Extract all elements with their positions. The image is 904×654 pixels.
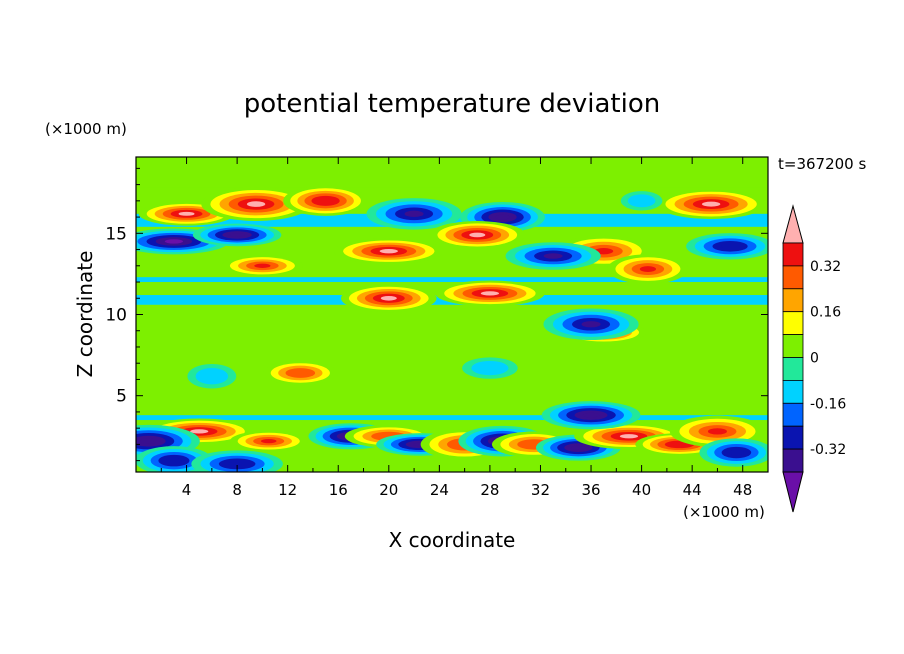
- colorbar-tick-label: 0.32: [810, 259, 841, 275]
- anomaly-contour: [164, 239, 184, 244]
- y-axis: 5 10 15: [105, 167, 768, 462]
- colorbar-segment: [782, 379, 804, 404]
- x-tick-label: 16: [329, 481, 348, 499]
- anomaly-contour: [254, 263, 271, 268]
- anomaly-contour: [227, 461, 247, 467]
- anomaly-contour: [246, 201, 266, 207]
- colorbar-segment: [782, 311, 804, 336]
- colorbar-segment: [782, 288, 804, 313]
- colorbar-tick-label: 0: [810, 351, 819, 367]
- anomaly-contour: [404, 210, 424, 217]
- colorbar-top-arrow: [782, 204, 804, 244]
- colorbar-segment: [782, 448, 804, 473]
- anomaly-contour: [260, 439, 277, 444]
- field-band: [136, 277, 768, 283]
- colorbar-segment: [782, 242, 804, 267]
- anomaly-contour: [469, 232, 486, 238]
- anomaly-contour: [634, 197, 649, 205]
- x-tick-label: 40: [632, 481, 651, 499]
- x-tick-label: 36: [581, 481, 600, 499]
- y-tick-label: 10: [105, 306, 127, 326]
- x-tick-label: 20: [379, 481, 398, 499]
- colorbar-bottom-arrow: [782, 471, 804, 513]
- anomaly-contour: [229, 233, 245, 237]
- anomaly-contour: [543, 253, 563, 259]
- anomaly-contour: [166, 457, 182, 464]
- anomaly-contour: [581, 321, 601, 328]
- x-axis: 4 8 12 16 20 24 28 32 36 40 44 48: [160, 157, 752, 499]
- x-tick-label: 12: [278, 481, 297, 499]
- anomaly-contour: [639, 266, 657, 272]
- x-tick-label: 44: [683, 481, 702, 499]
- anomaly-contour: [729, 449, 744, 456]
- field-band: [136, 171, 768, 188]
- x-tick-label: 4: [182, 481, 192, 499]
- anomaly-contour: [178, 211, 195, 216]
- colorbar-segment: [782, 425, 804, 450]
- anomaly-contour: [190, 429, 209, 434]
- anomaly-contour: [701, 201, 721, 207]
- anomaly-contour: [571, 445, 586, 450]
- colorbar-segment: [782, 265, 804, 290]
- anomaly-contour: [582, 412, 600, 418]
- anomaly-contour: [140, 438, 158, 444]
- x-tick-label: 24: [430, 481, 449, 499]
- colorbar-tick-label: -0.16: [810, 396, 846, 412]
- x-tick-label: 32: [531, 481, 550, 499]
- anomaly-contour: [707, 428, 727, 435]
- chart-title: potential temperature deviation: [244, 89, 660, 119]
- anomaly-contour: [292, 370, 308, 376]
- x-unit-label: (×1000 m): [683, 503, 765, 521]
- plot-area: [136, 157, 768, 472]
- anomaly-contour: [672, 442, 687, 447]
- y-unit-label: (×1000 m): [45, 120, 127, 138]
- anomaly-contour: [495, 214, 510, 220]
- colorbar: 0.32 0.16 0 -0.16 -0.32: [782, 204, 846, 513]
- anomaly-contour: [203, 372, 220, 381]
- anomaly-contour: [721, 243, 739, 249]
- colorbar-tick-label: -0.32: [810, 442, 846, 458]
- field-band: [136, 317, 768, 386]
- x-tick-label: 48: [733, 481, 752, 499]
- anomaly-contour: [480, 364, 500, 372]
- x-axis-title: X coordinate: [389, 528, 516, 552]
- anomaly-contour: [380, 295, 397, 301]
- time-label: t=367200 s: [778, 155, 866, 173]
- colorbar-segment: [782, 357, 804, 381]
- field-band: [136, 415, 768, 421]
- x-tick-label: 8: [232, 481, 242, 499]
- anomaly-blobs: [136, 185, 768, 472]
- y-tick-label: 15: [105, 224, 127, 244]
- anomaly-contour: [480, 291, 500, 296]
- anomaly-contour: [379, 249, 398, 254]
- colorbar-segment: [782, 334, 804, 358]
- y-tick-label: 5: [116, 387, 127, 407]
- colorbar-tick-label: 0.16: [810, 305, 841, 321]
- y-axis-title: Z coordinate: [73, 251, 97, 378]
- anomaly-contour: [619, 434, 639, 439]
- x-tick-label: 28: [480, 481, 499, 499]
- colorbar-segment: [782, 402, 804, 427]
- anomaly-contour: [318, 198, 333, 204]
